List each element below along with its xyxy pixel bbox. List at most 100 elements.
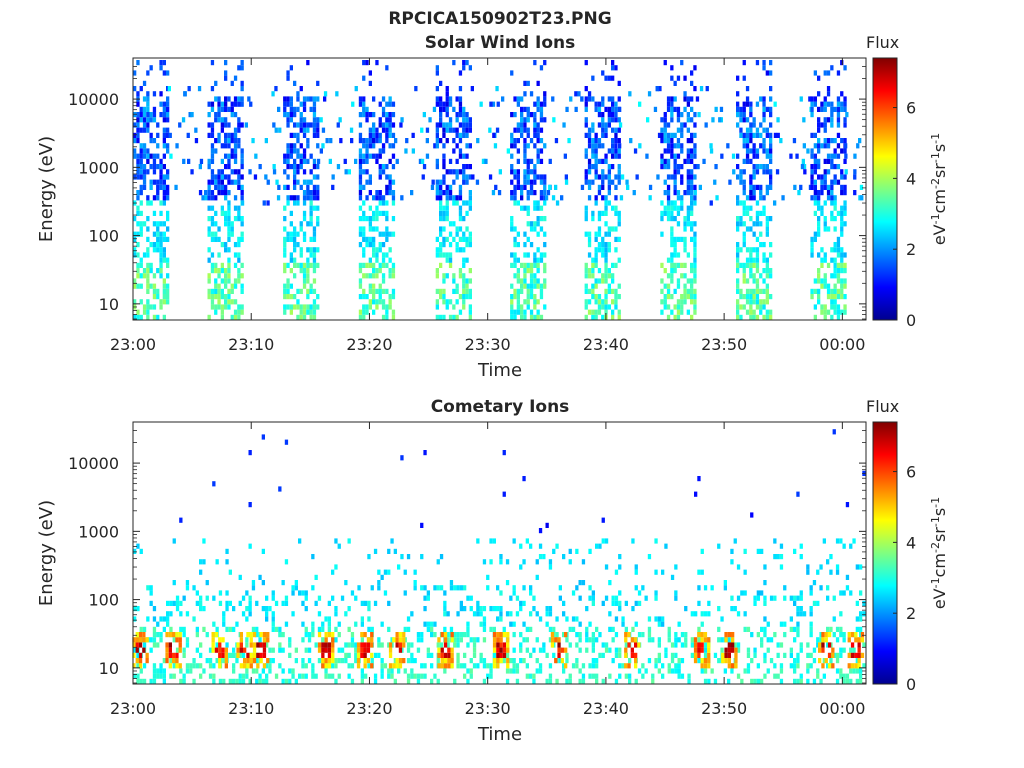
- heatmap-cell: [670, 236, 674, 242]
- heatmap-cell: [614, 226, 618, 232]
- heatmap-cell: [709, 200, 713, 206]
- heatmap-cell: [207, 122, 211, 128]
- heatmap-cell: [275, 179, 279, 185]
- heatmap-cell: [647, 637, 652, 643]
- heatmap-cell: [506, 658, 510, 664]
- heatmap-cell: [482, 606, 487, 612]
- heatmap-cell: [624, 673, 628, 679]
- heatmap-cell: [240, 164, 244, 170]
- heatmap-cell: [857, 637, 861, 643]
- heatmap-cell: [327, 658, 332, 664]
- heatmap-cell: [142, 148, 147, 154]
- heatmap-cell: [136, 169, 140, 175]
- heatmap-cell: [670, 257, 674, 263]
- heatmap-cell: [281, 678, 285, 684]
- heatmap-cell: [378, 262, 382, 268]
- heatmap-cell: [139, 143, 143, 149]
- heatmap-cell: [690, 652, 694, 658]
- heatmap-cell: [533, 174, 537, 180]
- heatmap-cell: [324, 668, 328, 674]
- heatmap-cell: [462, 231, 466, 237]
- heatmap-cell: [674, 652, 678, 658]
- heatmap-cell: [289, 96, 293, 102]
- heatmap-cell: [248, 450, 252, 456]
- heatmap-cell: [146, 288, 150, 294]
- heatmap-cell: [337, 632, 341, 638]
- heatmap-cell: [812, 658, 817, 664]
- heatmap-cell: [214, 117, 218, 123]
- heatmap-cell: [202, 538, 206, 544]
- heatmap-cell: [499, 658, 503, 664]
- heatmap-cell: [773, 595, 777, 601]
- heatmap-cell: [251, 668, 256, 674]
- heatmap-cell: [283, 262, 287, 268]
- heatmap-cell: [289, 257, 293, 263]
- heatmap-cell: [156, 221, 160, 227]
- heatmap-cell: [587, 299, 592, 305]
- heatmap-cell: [462, 112, 466, 118]
- heatmap-cell: [458, 205, 463, 211]
- heatmap-cell: [686, 169, 690, 175]
- heatmap-cell: [165, 658, 169, 664]
- heatmap-cell: [387, 626, 391, 632]
- heatmap-cell: [465, 127, 469, 133]
- heatmap-cell: [591, 673, 595, 679]
- heatmap-cell: [749, 226, 753, 232]
- heatmap-cell: [385, 184, 389, 190]
- heatmap-cell: [142, 647, 146, 653]
- heatmap-cell: [496, 642, 500, 648]
- heatmap-cell: [724, 658, 728, 664]
- heatmap-cell: [423, 450, 427, 456]
- heatmap-cell: [859, 632, 863, 638]
- heatmap-cell: [625, 179, 629, 185]
- heatmap-cell: [680, 304, 684, 310]
- heatmap-cell: [383, 569, 388, 575]
- heatmap-cell: [207, 247, 211, 253]
- heatmap-cell: [843, 184, 847, 190]
- heatmap-cell: [149, 184, 153, 190]
- heatmap-cell: [502, 626, 506, 632]
- heatmap-cell: [840, 91, 844, 97]
- heatmap-cell: [350, 642, 355, 648]
- heatmap-cell: [156, 132, 160, 138]
- heatmap-cell: [146, 304, 150, 310]
- heatmap-cell: [306, 190, 310, 196]
- heatmap-cell: [383, 590, 388, 596]
- heatmap-cell: [312, 257, 317, 263]
- heatmap-cell: [309, 195, 313, 201]
- heatmap-cell: [637, 642, 641, 648]
- heatmap-cell: [239, 663, 243, 669]
- heatmap-cell: [227, 106, 231, 112]
- heatmap-cell: [217, 117, 221, 123]
- heatmap-cell: [670, 210, 674, 216]
- heatmap-cell: [826, 283, 831, 289]
- heatmap-cell: [700, 621, 704, 627]
- heatmap-cell: [356, 642, 361, 648]
- heatmap-cell: [284, 600, 289, 606]
- heatmap-cell: [492, 632, 497, 638]
- heatmap-cell: [420, 522, 424, 528]
- heatmap-cell: [187, 158, 191, 164]
- heatmap-cell: [755, 184, 760, 190]
- heatmap-cell: [448, 169, 453, 175]
- heatmap-cell: [266, 637, 270, 643]
- heatmap-cell: [724, 632, 728, 638]
- heatmap-cell: [776, 642, 780, 648]
- heatmap-cell: [214, 236, 218, 242]
- heatmap-cell: [195, 600, 199, 606]
- heatmap-cell: [220, 179, 224, 185]
- heatmap-cell: [617, 96, 621, 102]
- heatmap-cell: [529, 184, 534, 190]
- heatmap-cell: [265, 611, 269, 617]
- heatmap-cell: [628, 91, 632, 97]
- heatmap-cell: [676, 75, 681, 81]
- heatmap-cell: [237, 122, 241, 128]
- heatmap-cell: [370, 642, 374, 648]
- heatmap-cell: [261, 668, 265, 674]
- heatmap-cell: [836, 314, 841, 320]
- heatmap-cell: [604, 304, 608, 310]
- heatmap-cell: [283, 205, 287, 211]
- heatmap-cell: [367, 663, 371, 669]
- heatmap-cell: [607, 273, 611, 279]
- heatmap-cell: [687, 678, 691, 684]
